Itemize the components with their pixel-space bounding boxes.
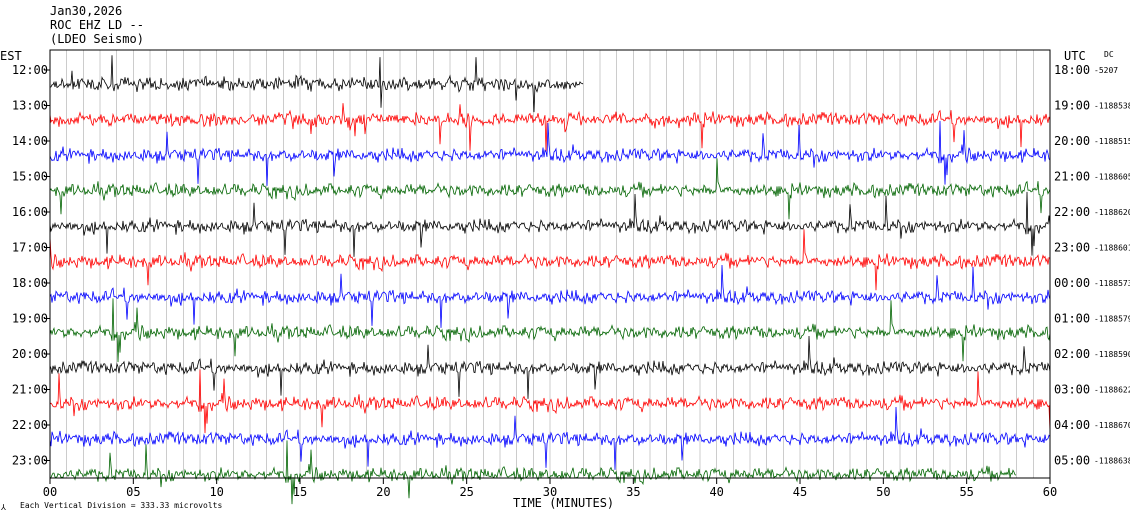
header-source: (LDEO Seismo) [50,32,144,46]
header-station: ROC EHZ LD -- [50,18,144,32]
est-label: 19:00 [12,312,48,326]
x-tick-label: 50 [876,485,890,499]
est-label: 14:00 [12,134,48,148]
x-tick-label: 45 [793,485,807,499]
est-label: 16:00 [12,205,48,219]
dc-value: -1188538 [1094,102,1130,111]
dc-value: -1188622 [1094,386,1130,395]
dc-value: -1188638 [1094,457,1130,466]
x-tick-label: 00 [43,485,57,499]
utc-label: 03:00 [1054,383,1090,397]
dc-offset-labels: -5207 -1188538 -1188515 -1188605 -1188620 -11… [1094,66,1130,466]
trace-2200 [49,406,1051,470]
dc-value: -5207 [1094,66,1118,75]
est-hour-labels: 12:00 13:00 14:00 15:00 16:00 17:00 18:00 19:00… [12,63,50,468]
dc-value: -1188573 [1094,279,1130,288]
trace-2100 [49,369,1051,434]
trace-2300 [49,440,1017,505]
utc-label: 01:00 [1054,312,1090,326]
est-label: 18:00 [12,276,48,290]
x-tick-label: 25 [459,485,473,499]
x-tick-label: 40 [709,485,723,499]
utc-label: 00:00 [1054,276,1090,290]
dc-title: DC [1104,50,1114,59]
x-axis-label: TIME (MINUTES) [513,496,614,510]
utc-label: 02:00 [1054,347,1090,361]
est-label: 12:00 [12,63,48,77]
trace-1200 [49,55,584,113]
x-tick-label: 15 [293,485,307,499]
x-tick-label: 10 [209,485,223,499]
x-tick-label: 35 [626,485,640,499]
trace-1600 [49,191,1051,257]
dc-value: -1188515 [1094,137,1130,146]
est-label: 15:00 [12,170,48,184]
utc-hour-labels: 18:00 19:00 20:00 21:00 22:00 23:00 00:00 01:00… [1054,63,1090,468]
x-tick-label: 20 [376,485,390,499]
trace-1700 [49,229,1051,291]
utc-label: 22:00 [1054,205,1090,219]
utc-label: 04:00 [1054,418,1090,432]
seismic-traces [49,55,1051,505]
x-tick-label: 55 [959,485,973,499]
x-tick-label: 30 [543,485,557,499]
est-label: 20:00 [12,347,48,361]
utc-label: 21:00 [1054,170,1090,184]
trace-1800 [49,264,1051,328]
est-label: 17:00 [12,241,48,255]
utc-label: 23:00 [1054,241,1090,255]
footer-note: Each Vertical Division = 333.33 microvol… [20,501,222,510]
trace-2000 [49,335,1051,399]
dc-value: -1188590 [1094,350,1130,359]
dc-value: -1188620 [1094,208,1130,217]
x-tick-labels: 00 05 10 15 20 25 30 35 40 45 50 55 60 [43,478,1057,499]
x-tick-label: 60 [1043,485,1057,499]
footer-mark: ⅄ [0,503,6,512]
est-label: 23:00 [12,454,48,468]
left-axis-title: EST [0,49,22,63]
est-label: 13:00 [12,99,48,113]
utc-label: 18:00 [1054,63,1090,77]
dc-value: -1188579 [1094,315,1130,324]
x-tick-label: 05 [126,485,140,499]
dc-value: -1188605 [1094,173,1130,182]
utc-label: 05:00 [1054,454,1090,468]
trace-1900 [49,298,1051,363]
right-axis-title: UTC [1064,49,1086,63]
dc-value: -1188601 [1094,244,1130,253]
dc-value: -1188670 [1094,421,1130,430]
header-date: Jan30,2026 [50,4,123,18]
trace-1500 [49,158,1051,220]
utc-label: 20:00 [1054,134,1090,148]
utc-label: 19:00 [1054,99,1090,113]
trace-1400 [49,120,1051,186]
trace-1300 [49,103,1051,152]
est-label: 22:00 [12,418,48,432]
est-label: 21:00 [12,383,48,397]
